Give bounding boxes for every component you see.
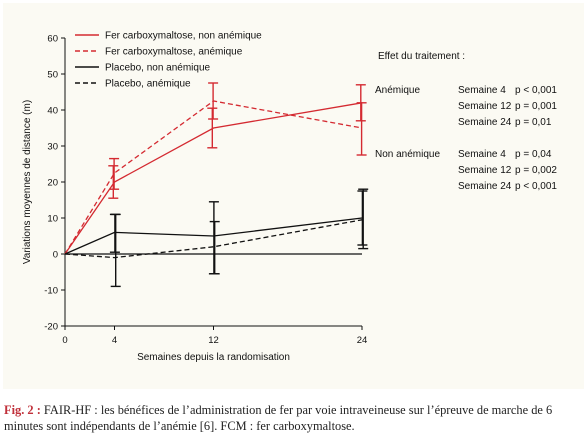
series-line [64, 102, 363, 255]
y-tick-label: 50 [47, 70, 58, 81]
x-tick-label: 4 [112, 335, 117, 346]
x-tick-label: 0 [62, 335, 67, 346]
series-lines [64, 82, 369, 288]
series-group [64, 188, 369, 288]
x-tick-label: 12 [208, 335, 219, 346]
effect-week-label: Semaine 24 [458, 181, 512, 192]
series-line [64, 217, 363, 255]
effect-p-value: p = 0,01 [515, 117, 552, 128]
effect-title: Effet du traitement : [378, 51, 465, 62]
legend-label: Fer carboxymaltose, anémique [105, 47, 243, 58]
effect-p-value: p < 0,001 [515, 181, 557, 192]
y-tick-label: 0 [53, 250, 58, 261]
effect-p-value: p = 0,04 [515, 149, 552, 160]
line-chart: -20 -10 0 10 20 30 40 50 60 0 4 12 24 Semaines depuis… [22, 31, 557, 364]
series-line [64, 219, 363, 259]
effect-week-label: Semaine 4 [458, 85, 506, 96]
series-group [64, 84, 366, 255]
figure-caption: Fig. 2 : FAIR-HF : les bénéfices de l’ad… [4, 402, 584, 434]
y-tick-label: 10 [47, 214, 58, 225]
effect-week-label: Semaine 12 [458, 101, 512, 112]
legend-label: Placebo, non anémique [105, 63, 211, 74]
y-axis-title: Variations moyennes de distance (m) [22, 100, 33, 264]
effect-week-label: Semaine 12 [458, 165, 512, 176]
effect-p-value: p < 0,001 [515, 85, 557, 96]
figure-label: Fig. 2 : [4, 403, 41, 417]
effect-group-label: Anémique [375, 85, 420, 96]
legend-label: Placebo, anémique [105, 79, 191, 90]
figure-panel: -20 -10 0 10 20 30 40 50 60 0 4 12 24 Semaines depuis… [3, 3, 584, 389]
effect-week-label: Semaine 24 [458, 117, 512, 128]
series-line [64, 100, 363, 255]
y-tick-label: 40 [47, 106, 58, 117]
effect-group-label: Non anémique [375, 149, 440, 160]
x-tick-label: 24 [357, 335, 368, 346]
y-tick-label: 20 [47, 178, 58, 189]
axes: -20 -10 0 10 20 30 40 50 60 0 4 12 24 Semaines depuis… [22, 34, 367, 364]
series-group [64, 190, 368, 275]
effect-p-value: p = 0,001 [515, 101, 557, 112]
legend-label: Fer carboxymaltose, non anémique [105, 31, 262, 42]
effect-week-label: Semaine 4 [458, 149, 506, 160]
y-tick-label: 30 [47, 142, 58, 153]
y-tick-label: -10 [44, 286, 58, 297]
x-axis-title: Semaines depuis la randomisation [137, 352, 290, 363]
series-group [64, 82, 367, 255]
legend: Fer carboxymaltose, non anémique Fer carb… [75, 31, 262, 90]
y-tick-label: 60 [47, 34, 58, 45]
y-tick-label: -20 [44, 322, 58, 333]
effect-p-value: p = 0,002 [515, 165, 557, 176]
caption-text: FAIR-HF : les bénéfices de l’administrat… [4, 403, 553, 433]
treatment-effect-table: Effet du traitement : Anémique Semaine 4… [375, 51, 557, 192]
